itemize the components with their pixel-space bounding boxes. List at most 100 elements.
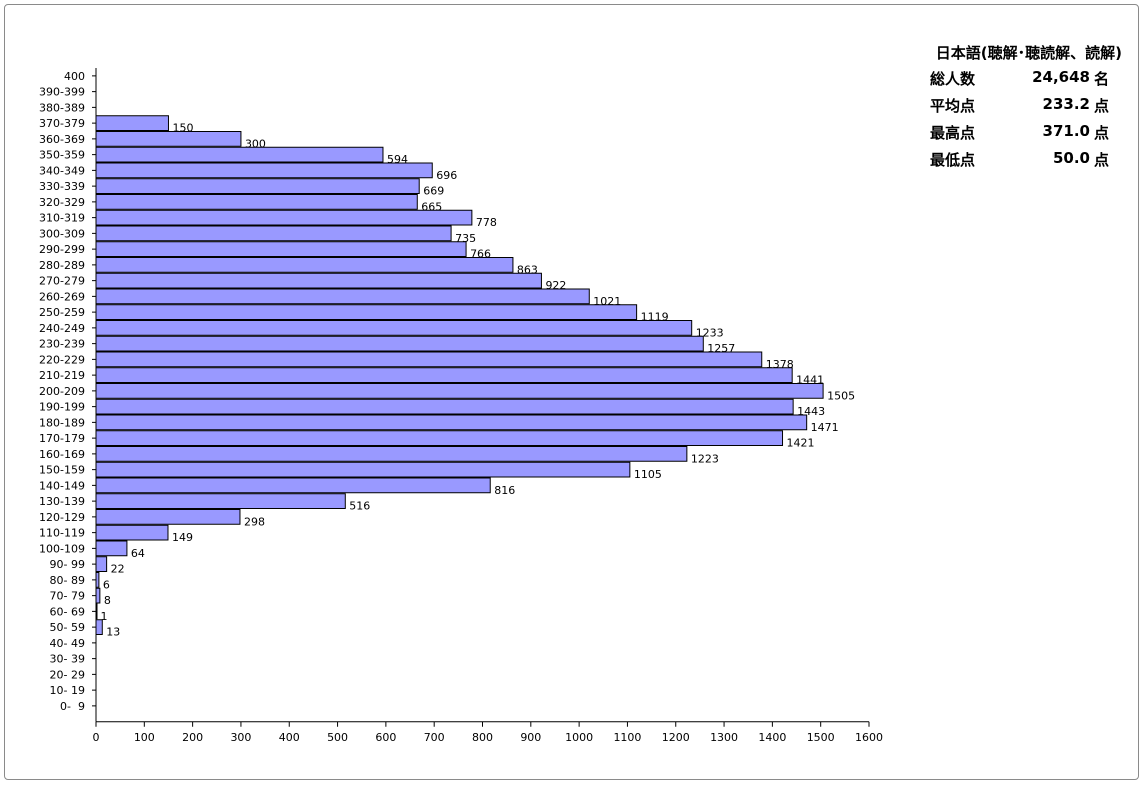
stat-value: 24,648 <box>1032 68 1090 86</box>
data-label: 149 <box>172 531 193 544</box>
category-label: 300-309 <box>39 227 85 240</box>
data-label: 1471 <box>811 421 839 434</box>
stat-row-total-count: 総人数 24,648 名 <box>862 63 1122 90</box>
category-label: 140-149 <box>39 479 85 492</box>
x-tick-label: 800 <box>472 731 493 744</box>
category-label: 250-259 <box>39 306 85 319</box>
stat-label: 総人数 <box>930 70 976 88</box>
category-label: 340-349 <box>39 164 85 177</box>
bar <box>95 146 384 163</box>
category-label: 110-119 <box>39 527 85 540</box>
bar <box>95 461 631 478</box>
category-label: 160-169 <box>39 448 85 461</box>
data-label: 778 <box>476 216 497 229</box>
bar <box>95 178 420 194</box>
bar <box>95 509 241 525</box>
category-label: 380-389 <box>39 101 85 114</box>
data-label: 669 <box>423 185 444 198</box>
category-label: 30- 39 <box>50 653 85 666</box>
category-label: 400 <box>64 70 85 83</box>
data-label: 1 <box>100 610 107 623</box>
x-tick-label: 1600 <box>855 731 883 744</box>
data-label: 13 <box>106 626 120 639</box>
bar <box>95 162 433 179</box>
stat-row-max: 最高点 371.0 点 <box>862 117 1122 144</box>
bar <box>95 335 704 352</box>
x-tick-label: 1500 <box>807 731 835 744</box>
bar <box>95 288 590 305</box>
category-label: 190-199 <box>39 401 85 414</box>
bar <box>95 430 784 446</box>
stat-unit: 点 <box>1094 97 1110 115</box>
x-tick-label: 400 <box>279 731 300 744</box>
category-label: 120-129 <box>39 511 85 524</box>
category-label: 330-339 <box>39 180 85 193</box>
x-tick-label: 700 <box>424 731 445 744</box>
x-tick-label: 1300 <box>710 731 738 744</box>
x-tick-label: 1200 <box>662 731 690 744</box>
stat-unit: 名 <box>1094 70 1110 88</box>
bar <box>95 351 763 368</box>
x-tick-label: 300 <box>230 731 251 744</box>
bar <box>95 572 100 588</box>
stats-panel: 日本語(聴解･聴読解、読解) 総人数 24,648 名 平均点 233.2 点 … <box>862 42 1122 171</box>
data-label: 696 <box>436 169 457 182</box>
category-label: 230-239 <box>39 338 85 351</box>
bar <box>95 272 542 289</box>
bar <box>95 619 103 635</box>
category-label: 240-249 <box>39 322 85 335</box>
category-label: 180-189 <box>39 416 85 429</box>
category-label: 0- 9 <box>60 700 85 713</box>
stat-value: 233.2 <box>1042 95 1090 113</box>
category-label: 280-289 <box>39 259 85 272</box>
x-tick-label: 900 <box>520 731 541 744</box>
stat-row-min: 最低点 50.0 点 <box>862 144 1122 171</box>
x-tick-label: 1400 <box>758 731 786 744</box>
bar <box>95 603 98 620</box>
data-label: 6 <box>103 578 110 591</box>
category-label: 390-399 <box>39 86 85 99</box>
data-label: 1505 <box>827 389 855 402</box>
stat-value: 371.0 <box>1042 122 1090 140</box>
category-label: 200-209 <box>39 385 85 398</box>
bar <box>95 320 693 336</box>
bar <box>95 540 128 557</box>
x-tick-label: 500 <box>327 731 348 744</box>
stat-unit: 点 <box>1094 124 1110 142</box>
data-label: 816 <box>494 484 515 497</box>
data-label: 1421 <box>787 437 815 450</box>
data-label: 22 <box>111 563 125 576</box>
x-tick-label: 0 <box>93 731 100 744</box>
category-label: 50- 59 <box>50 621 85 634</box>
stat-label: 最高点 <box>930 124 976 142</box>
category-label: 220-229 <box>39 353 85 366</box>
stat-row-average: 平均点 233.2 点 <box>862 90 1122 117</box>
bar <box>95 446 688 462</box>
bar <box>95 257 514 273</box>
category-label: 60- 69 <box>50 605 85 618</box>
bar <box>95 304 638 320</box>
bar <box>95 225 452 242</box>
category-label: 360-369 <box>39 133 85 146</box>
bar <box>95 556 108 572</box>
data-label: 1223 <box>691 452 719 465</box>
category-label: 210-219 <box>39 369 85 382</box>
data-label: 64 <box>131 547 145 560</box>
bar <box>95 587 101 604</box>
category-label: 80- 89 <box>50 574 85 587</box>
x-tick-label: 100 <box>134 731 155 744</box>
category-label: 130-139 <box>39 495 85 508</box>
bar <box>95 194 418 210</box>
bar <box>95 367 793 383</box>
category-label: 320-329 <box>39 196 85 209</box>
x-tick-label: 200 <box>182 731 203 744</box>
bar <box>95 524 169 541</box>
category-label: 90- 99 <box>50 558 85 571</box>
bar <box>95 383 824 399</box>
data-label: 8 <box>104 594 111 607</box>
stat-unit: 点 <box>1094 151 1110 169</box>
category-label: 40- 49 <box>50 637 85 650</box>
bar <box>95 115 169 131</box>
category-label: 100-109 <box>39 542 85 555</box>
